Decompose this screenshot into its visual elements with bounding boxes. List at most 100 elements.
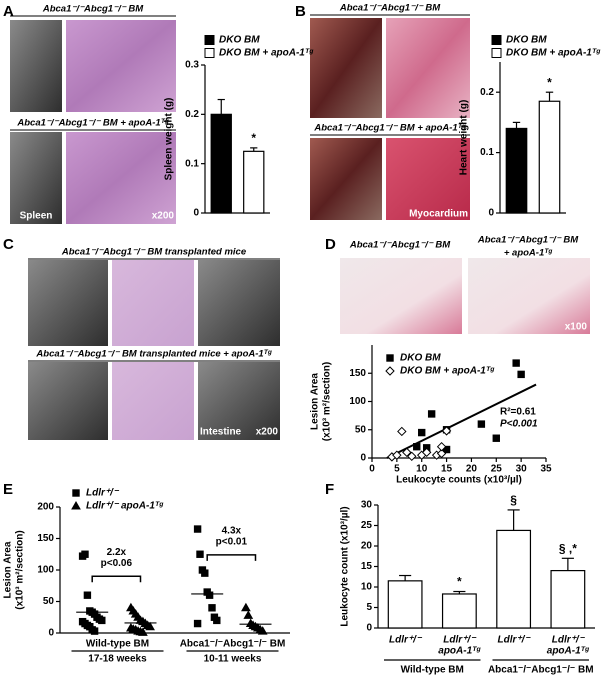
point (477, 420, 486, 428)
point (81, 550, 89, 558)
annotation: * (547, 75, 552, 89)
y-tick-label: 20 (361, 541, 373, 552)
y-tick-label: 0 (488, 208, 494, 219)
point (441, 426, 452, 436)
legend-label: Ldlr⁺/⁻ (86, 488, 120, 499)
photo (198, 260, 280, 346)
image-title: + apoA-1ᵀᵍ (504, 248, 553, 259)
bar (210, 113, 232, 214)
y-tick-label: 5 (366, 602, 372, 613)
legend-swatch (204, 35, 215, 45)
bar (550, 569, 586, 629)
y-tick-label: 0 (193, 208, 199, 219)
y-axis-label: Lesion Area (3, 541, 14, 598)
point (196, 550, 204, 558)
y-tick-label: 0.2 (185, 109, 199, 120)
point (512, 359, 520, 367)
y-tick-label: 100 (349, 396, 366, 407)
annotation: * (457, 575, 462, 589)
y-axis-label: (x10³ m²/section) (322, 362, 333, 441)
group-label: Abca1⁻/⁻Abcg1⁻/⁻ BM (180, 639, 286, 650)
point (201, 569, 209, 577)
legend-label: DKO BM (506, 35, 547, 46)
y-axis-label: Lesion Area (310, 373, 321, 430)
point (90, 627, 99, 635)
annotation: § ,* (559, 541, 577, 555)
panel-label: B (295, 3, 306, 20)
point (241, 602, 251, 612)
point (436, 441, 447, 452)
group-sublabel: 17-18 weeks (88, 654, 147, 665)
bar (496, 529, 532, 629)
image-title: Abca1⁻/⁻Abcg1⁻/⁻ BM (42, 4, 144, 15)
bar (538, 100, 561, 214)
y-tick-label: 15 (361, 561, 373, 572)
image-caption: x100 (565, 322, 588, 333)
image-title: Abca1⁻/⁻Abcg1⁻/⁻ BM transplanted mice + … (35, 349, 272, 360)
legend-label: DKO BM + apoA-1ᵀᵍ (219, 48, 314, 59)
point (138, 627, 148, 636)
photo (386, 138, 470, 220)
image-caption: Intestine (200, 427, 242, 438)
point (407, 451, 417, 462)
y-tick-label: 200 (37, 502, 54, 513)
point (83, 591, 92, 599)
x-tick-label: 0 (369, 464, 375, 475)
photo (310, 138, 382, 220)
x-tick-label: 15 (441, 464, 453, 475)
x-tick-label: Ldlr⁺/⁻ (498, 635, 532, 646)
image-caption: Myocardium (409, 209, 468, 220)
x-tick-label: 35 (540, 464, 552, 475)
point (72, 489, 80, 497)
y-tick-label: 100 (37, 565, 54, 576)
group-sublabel: 10-11 weeks (204, 654, 262, 665)
photo (468, 258, 590, 334)
y-tick-label: 50 (355, 424, 367, 435)
point (213, 616, 221, 625)
panel-label: D (325, 236, 336, 253)
point (402, 447, 412, 458)
x-tick-label: Ldlr⁺/⁻ (389, 635, 423, 646)
image-title: Abca1⁻/⁻Abcg1⁻/⁻ BM (339, 3, 441, 14)
photo (112, 260, 194, 346)
bracket (206, 554, 257, 561)
point (243, 610, 254, 619)
x-tick-label: 30 (516, 464, 528, 475)
legend-label: DKO BM (400, 353, 441, 364)
y-axis-label: Leukocyte count (x10³/µl) (340, 506, 351, 626)
annotation: p<0.01 (216, 537, 248, 548)
point (492, 434, 500, 442)
point (397, 426, 407, 437)
point (98, 616, 106, 625)
point (413, 443, 421, 451)
y-tick-label: 50 (43, 596, 55, 607)
image-caption: x200 (256, 427, 279, 438)
photo (10, 132, 62, 224)
legend-swatch (491, 35, 502, 45)
y-tick-label: 0.1 (185, 158, 199, 169)
point (421, 447, 432, 458)
legend-label: DKO BM (219, 35, 260, 46)
point (436, 448, 447, 459)
point (392, 450, 402, 460)
y-tick-label: 0.1 (480, 147, 494, 158)
photo (28, 362, 108, 440)
panel-label: A (3, 3, 14, 20)
y-tick-label: 0 (360, 453, 366, 464)
photo (66, 132, 176, 224)
x-tick-label: Ldlr⁺/⁻ (552, 635, 586, 646)
group-label: Wild-type BM (86, 639, 149, 650)
panel-label: F (325, 481, 334, 498)
image-title: Abca1⁻/⁻Abcg1⁻/⁻ BM + apoA-1ᵀᵍ (16, 118, 169, 129)
panel-label: C (3, 236, 14, 253)
point (517, 370, 525, 379)
bar (441, 593, 477, 629)
x-tick-label: 10 (416, 464, 428, 475)
y-axis-label: (x10³ m²/section) (15, 530, 26, 609)
bar (243, 150, 265, 214)
photo (310, 18, 382, 118)
point (193, 525, 202, 533)
trend-line (386, 383, 537, 459)
y-tick-label: 0 (366, 623, 372, 634)
